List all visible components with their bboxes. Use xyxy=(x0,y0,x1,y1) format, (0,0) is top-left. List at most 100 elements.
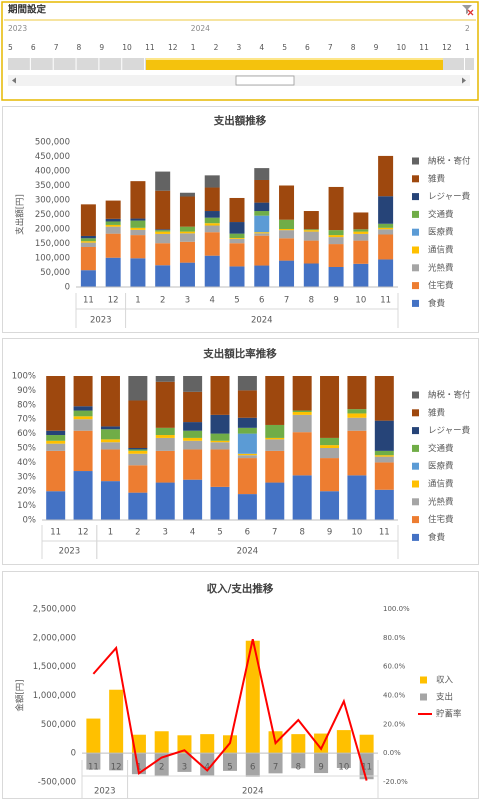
bar xyxy=(128,449,148,451)
slicer-month: 11 xyxy=(419,43,429,52)
bar xyxy=(292,412,312,415)
bar xyxy=(204,175,220,188)
x-tick-label: 9 xyxy=(327,528,332,538)
y2-tick-label: 100.0% xyxy=(383,605,410,613)
slicer-month-cell[interactable] xyxy=(30,58,53,70)
bar xyxy=(378,196,394,224)
x-tick-label: 2 xyxy=(135,528,140,538)
y2-tick-label: 80.0% xyxy=(383,634,406,642)
legend-swatch xyxy=(412,193,419,201)
bar xyxy=(336,730,351,754)
legend-swatch xyxy=(412,462,419,470)
slicer-month-cell[interactable] xyxy=(8,58,30,70)
bar xyxy=(229,197,245,223)
bar xyxy=(130,227,146,230)
bar xyxy=(229,233,245,238)
bar xyxy=(265,450,285,483)
x-tick-label: 5 xyxy=(217,528,222,538)
bar xyxy=(73,376,93,407)
bar xyxy=(328,235,344,238)
scrollbar-thumb[interactable] xyxy=(235,75,295,86)
legend-swatch xyxy=(412,246,419,254)
bar xyxy=(279,230,295,239)
bar xyxy=(130,258,146,287)
bar xyxy=(80,246,96,271)
x-tick-label: 1 xyxy=(136,763,141,773)
bar xyxy=(46,443,66,451)
slicer-month-cell[interactable] xyxy=(53,58,76,70)
slicer-month: 7 xyxy=(54,43,59,52)
bar xyxy=(254,235,270,266)
bar xyxy=(46,491,66,520)
bar xyxy=(100,449,120,482)
bar xyxy=(292,432,312,476)
x-tick-label: 11 xyxy=(88,763,99,773)
legend-swatch xyxy=(420,676,427,684)
bar xyxy=(374,489,394,520)
slicer-month-cell[interactable] xyxy=(122,58,145,70)
slicer-month-cell[interactable] xyxy=(442,58,464,70)
y-tick-label: 300,000 xyxy=(35,196,70,206)
bar xyxy=(347,413,367,418)
bar xyxy=(80,235,96,239)
bar xyxy=(73,419,93,431)
bar xyxy=(254,265,270,287)
bar xyxy=(100,426,120,430)
bar xyxy=(292,410,312,412)
bar xyxy=(374,450,394,456)
bar xyxy=(254,179,270,203)
bar xyxy=(320,445,340,448)
y-tick-label: 10% xyxy=(17,501,36,511)
slicer-month-cell[interactable] xyxy=(465,58,482,70)
x-tick-label: 10 xyxy=(352,528,363,538)
bar xyxy=(237,494,257,520)
legend-swatch xyxy=(412,391,419,399)
legend-label: 光熱費 xyxy=(428,262,454,273)
x-tick-label: 5 xyxy=(227,763,232,773)
legend-label: 納税・寄付 xyxy=(428,156,471,167)
x-tick-label: 2 xyxy=(159,763,164,773)
slicer-month-cell[interactable] xyxy=(99,58,122,70)
bar xyxy=(245,753,260,777)
bar xyxy=(245,640,260,754)
x-tick-label: 6 xyxy=(259,296,264,306)
bar xyxy=(347,430,367,476)
x-tick-label: 7 xyxy=(284,296,289,306)
bar xyxy=(292,376,312,411)
bar xyxy=(374,455,394,457)
bar xyxy=(155,171,171,191)
slicer-month: 4 xyxy=(259,43,264,52)
legend-label: 収入 xyxy=(436,675,454,686)
y-tick-label: 450,000 xyxy=(35,152,70,162)
slicer-month-cell[interactable] xyxy=(76,58,99,70)
bar xyxy=(374,420,394,451)
bar xyxy=(254,233,270,236)
bar xyxy=(229,237,245,239)
bar xyxy=(130,229,146,236)
x-tick-label: 11 xyxy=(361,763,372,773)
bar xyxy=(265,439,285,451)
bar xyxy=(86,753,101,770)
bar xyxy=(128,450,148,454)
bar xyxy=(254,215,270,233)
bar xyxy=(100,439,120,443)
y-tick-label: 100,000 xyxy=(35,254,70,264)
y-tick-label: 1,500,000 xyxy=(33,662,76,672)
y2-tick-label: -20.0% xyxy=(383,778,408,786)
filter-clear-icon[interactable] xyxy=(462,5,474,16)
x-tick-label: 1 xyxy=(135,296,140,306)
bar xyxy=(378,229,394,235)
legend-label: 食費 xyxy=(428,298,446,309)
slicer-selection[interactable] xyxy=(146,58,443,70)
slicer-month: 5 xyxy=(8,43,13,52)
x-tick-label: 7 xyxy=(272,528,277,538)
bar xyxy=(328,244,344,267)
legend-swatch xyxy=(412,175,419,183)
x-tick-label: 9 xyxy=(333,296,338,306)
bar xyxy=(223,753,237,771)
bar xyxy=(73,406,93,411)
bar xyxy=(347,409,367,414)
bar xyxy=(204,223,220,226)
